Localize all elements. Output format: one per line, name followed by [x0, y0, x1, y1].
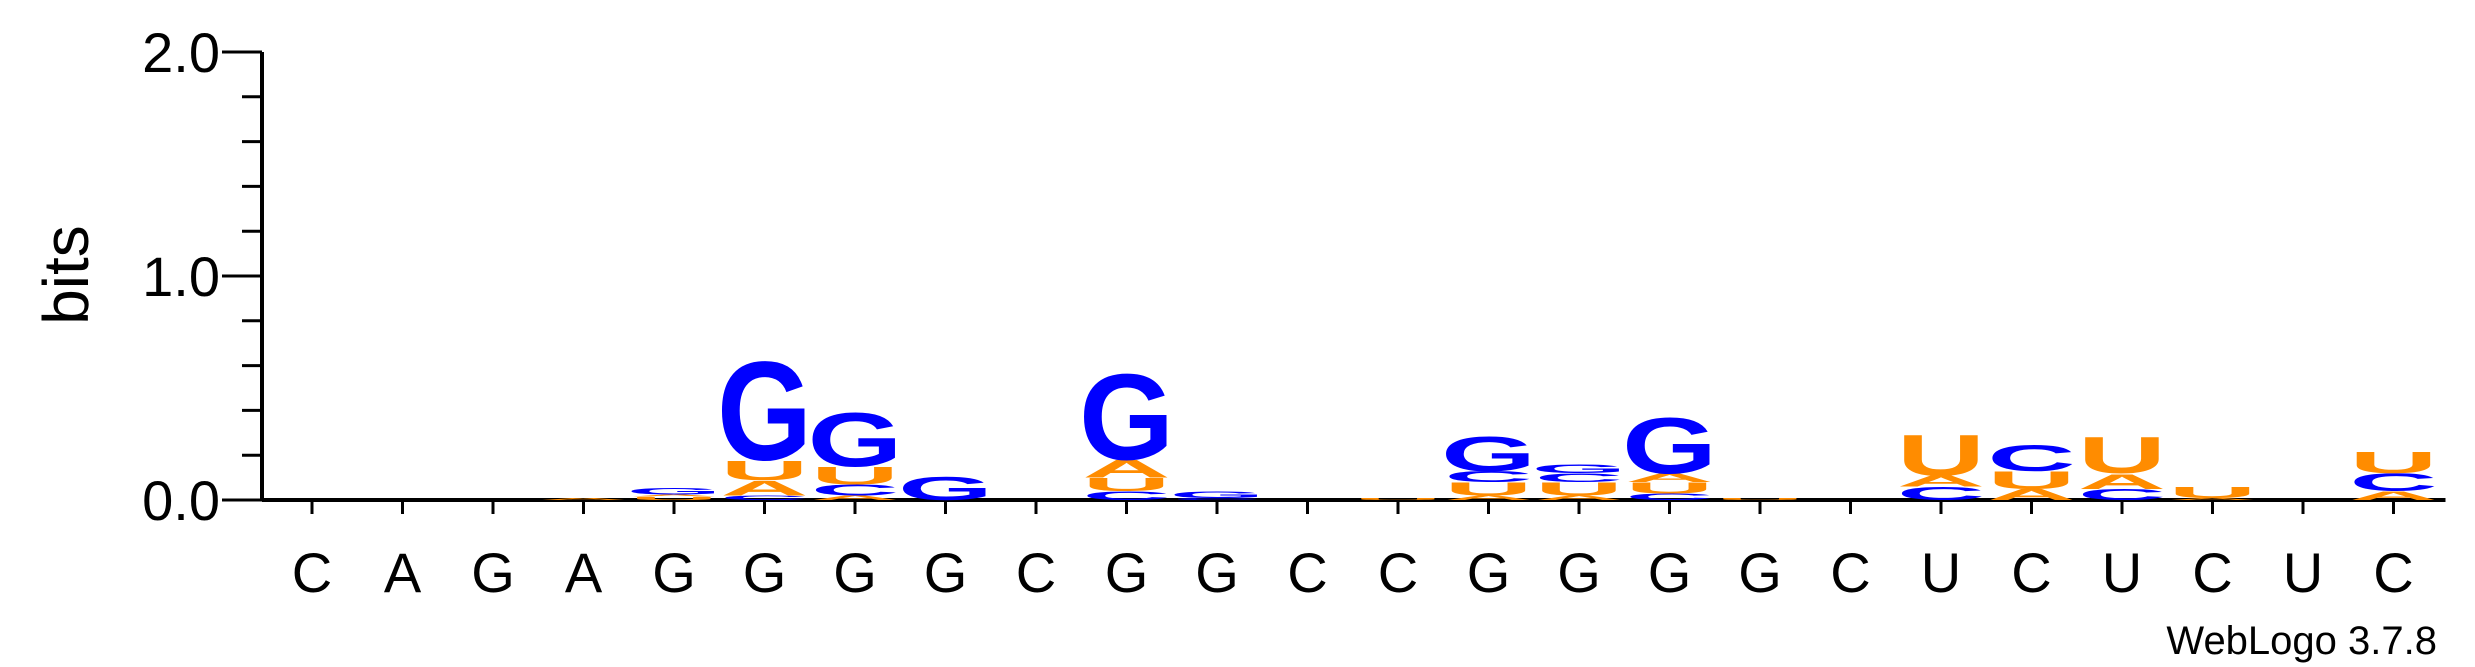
logo-stack: AUC: [1987, 438, 2075, 504]
logo-letter-G: G: [1531, 462, 1626, 476]
logo-stack: CAU: [2078, 426, 2166, 503]
x-tick-label: G: [743, 541, 787, 604]
x-tick-label: U: [1921, 541, 1961, 604]
logo-letter-C: C: [720, 495, 808, 502]
logo-letter-A: A: [720, 476, 808, 500]
x-tick-label: G: [1105, 541, 1149, 604]
x-tick-label: G: [1648, 541, 1692, 604]
logo-letter-A: A: [630, 494, 718, 497]
logo-letter-A: A: [1897, 473, 1985, 490]
logo-letter-A: A: [2168, 497, 2256, 500]
logo-stack: G: [898, 470, 993, 508]
logo-letter-U: U: [1987, 467, 2075, 495]
x-tick-label: G: [833, 541, 877, 604]
x-tick-label: G: [1557, 541, 1601, 604]
logo-letter-G: G: [1169, 490, 1264, 500]
logo-letter-U: U: [1625, 480, 1713, 497]
logo-stack: AU: [2168, 484, 2256, 501]
logo-letter-U: U: [1444, 479, 1532, 500]
logo-letter-A: A: [1535, 495, 1623, 502]
x-tick-label: C: [1016, 541, 1056, 604]
x-tick-label: G: [652, 541, 696, 604]
x-tick-label: C: [2373, 541, 2413, 604]
logo-letter-C: C: [1625, 492, 1713, 502]
x-tick-label: C: [2011, 541, 2051, 604]
logo-stack: CAU: [1897, 423, 1985, 504]
logo-letter-A: A: [2349, 489, 2437, 503]
x-tick-label: A: [565, 541, 603, 604]
logo-letter-U: U: [1897, 423, 1985, 488]
y-tick-label: 0.0: [142, 469, 220, 532]
x-tick-label: C: [1378, 541, 1418, 604]
y-tick-label: 1.0: [142, 245, 220, 308]
x-tick-label: U: [2283, 541, 2323, 604]
logo-letter-U: U: [1716, 497, 1804, 500]
x-tick-label: C: [292, 541, 332, 604]
logo-letter-U: U: [811, 462, 899, 490]
x-tick-label: G: [1467, 541, 1511, 604]
logo-letter-C: C: [1897, 483, 1985, 504]
logo-stack: U: [1716, 497, 1804, 500]
x-tick-label: G: [1195, 541, 1239, 604]
logo-letter-C: C: [2078, 486, 2166, 503]
logo-letter-U: U: [1535, 479, 1623, 500]
logo-letter-C: C: [1444, 468, 1532, 485]
logo-letter-U: U: [2168, 484, 2256, 501]
logo-letter-G: G: [1079, 348, 1174, 485]
x-tick-label: G: [1738, 541, 1782, 604]
logo-letter-C: C: [2349, 469, 2437, 497]
logo-letter-U: U: [1354, 497, 1442, 500]
logo-letter-G: G: [1622, 401, 1717, 490]
logo-stack: CG: [1169, 490, 1264, 501]
logo-letter-A: A: [811, 495, 899, 502]
logo-letter-G: G: [807, 397, 902, 483]
logo-letter-G: G: [717, 331, 812, 489]
y-tick-label: 2.0: [142, 21, 220, 84]
logo-letter-G: G: [898, 470, 993, 508]
logo-letter-U: U: [2078, 426, 2166, 484]
x-tick-label: U: [2102, 541, 2142, 604]
logo-letter-A: A: [1625, 471, 1713, 485]
logo-letter-C: C: [1987, 438, 2075, 479]
logo-letter-A: A: [539, 497, 627, 500]
logo-letter-A: A: [1444, 495, 1532, 502]
logo-stack: ACU: [2349, 445, 2437, 502]
logo-letter-A: A: [2078, 469, 2166, 493]
x-tick-label: G: [471, 541, 515, 604]
x-tick-label: A: [384, 541, 422, 604]
logo-letter-U: U: [720, 455, 808, 486]
logo-letter-G: G: [626, 486, 721, 496]
logo-stack: UAG: [626, 486, 721, 501]
logo-letter-G: G: [1441, 427, 1536, 482]
logo-letter-C: C: [1082, 489, 1170, 503]
weblogo-version-label: WebLogo 3.7.8: [2166, 619, 2437, 663]
x-tick-label: C: [1287, 541, 1327, 604]
logo-letter-U: U: [630, 496, 718, 501]
y-axis-ticks: 0.0 1.0 2.0: [142, 21, 262, 532]
logo-letter-A: A: [1082, 455, 1170, 483]
x-tick-label: C: [2192, 541, 2232, 604]
x-tick-label: G: [924, 541, 968, 604]
y-axis-label: bits: [30, 225, 102, 325]
logo-letter-C: C: [811, 482, 899, 499]
logo-letter-A: A: [1987, 486, 2075, 503]
logo-letter-U: U: [1082, 474, 1170, 495]
logo-letter-C: C: [1173, 497, 1261, 500]
logo-stack: U: [1354, 497, 1442, 500]
logo-stack: A: [539, 497, 627, 500]
logo-letter-C: C: [1535, 471, 1623, 485]
x-tick-label: C: [1830, 541, 1870, 604]
logo-letter-U: U: [2349, 445, 2437, 479]
